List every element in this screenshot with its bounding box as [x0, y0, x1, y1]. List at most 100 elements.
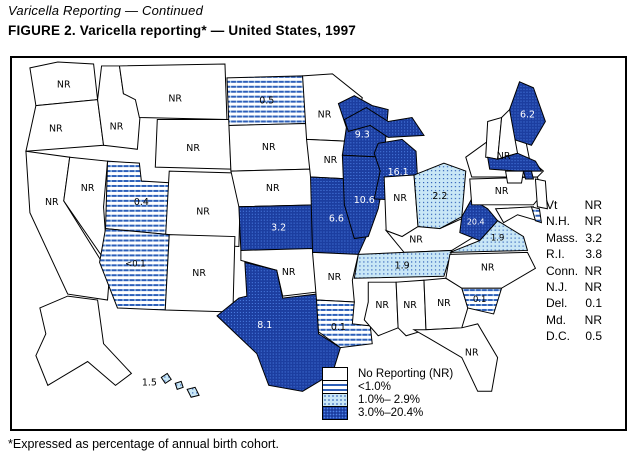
legend-item-high: 3.0%–20.4% — [322, 406, 453, 420]
state-label-MT: NR — [168, 94, 182, 105]
legend-label: 1.0%– 2.9% — [358, 394, 421, 406]
state-label-NV: NR — [81, 183, 95, 194]
state-label-KS: 3.2 — [271, 223, 286, 234]
inset-state-name: R.I. — [546, 247, 565, 262]
state-label-IL: 10.6 — [354, 195, 375, 206]
state-FL — [412, 323, 499, 392]
state-label-SD: NR — [262, 142, 276, 153]
state-label-SC: 0.1 — [473, 294, 486, 304]
state-AK — [35, 295, 133, 387]
legend-swatch-mid — [322, 393, 348, 407]
state-label-TN: 1.9 — [395, 260, 410, 271]
state-label-TX: 8.1 — [257, 320, 272, 331]
inset-row: Mass. 3.2 — [546, 230, 602, 246]
state-OR — [25, 99, 105, 152]
state-RI — [522, 170, 535, 180]
state-AZ — [99, 228, 170, 311]
state-IN — [383, 174, 419, 238]
inset-row: Vt NR — [546, 197, 602, 213]
inset-state-value: NR — [584, 280, 602, 295]
state-label-MN: NR — [318, 110, 332, 121]
inset-state-value: NR — [584, 198, 602, 212]
state-label-VA: 1.9 — [491, 233, 504, 243]
state-label-PA: NR — [495, 186, 509, 197]
inset-row: D.C. 0.5 — [546, 328, 602, 344]
inset-state-value: 3.2 — [585, 230, 602, 245]
inset-state-value: NR — [584, 312, 602, 327]
state-label-WV: 20.4 — [467, 218, 485, 227]
state-label-NY: NR — [497, 151, 511, 162]
state-label-FL: NR — [465, 348, 479, 359]
inset-state-name: Md. — [546, 312, 567, 327]
state-NC — [445, 251, 537, 289]
state-label-WI: 9.3 — [355, 129, 370, 140]
state-label-GA: NR — [437, 298, 451, 309]
inset-state-name: Mass. — [546, 230, 579, 245]
inset-row: Del. 0.1 — [546, 295, 602, 311]
state-label-WA: NR — [57, 80, 71, 91]
state-DE — [530, 206, 543, 224]
legend-item-lt1: <1.0% — [322, 380, 453, 394]
legend-item-nr: No Reporting (NR) — [322, 367, 453, 381]
inset-state-name: Del. — [546, 296, 568, 311]
state-label-AZ: <0.1 — [125, 258, 146, 268]
state-MD — [494, 206, 539, 224]
inset-state-value: 3.8 — [585, 247, 602, 262]
inset-state-value: 0.5 — [585, 329, 602, 344]
state-MA — [487, 152, 543, 172]
state-NJ — [534, 178, 548, 210]
state-CO — [164, 170, 242, 247]
legend: No Reporting (NR) <1.0% 1.0%– 2.9% 3.0%–20.… — [322, 367, 453, 420]
state-label-MI: 16.1 — [388, 167, 409, 178]
inset-row: Md. NR — [546, 312, 602, 328]
state-label-CA: NR — [45, 197, 59, 208]
inset-row: N.H. NR — [546, 213, 602, 229]
state-label-ND: 0.5 — [259, 96, 274, 107]
state-label-ME: 6.2 — [520, 110, 535, 121]
legend-swatch-nr — [322, 367, 348, 381]
state-label-OK: NR — [282, 267, 296, 278]
state-label-OR: NR — [49, 123, 63, 134]
state-AR — [311, 251, 359, 303]
inset-state-name: N.H. — [546, 214, 570, 229]
state-label-CO: NR — [196, 207, 210, 218]
state-label-LA: 0.1 — [331, 322, 346, 333]
state-label-AL: NR — [403, 300, 417, 311]
inset-state-value: NR — [584, 263, 602, 278]
state-LA — [315, 299, 373, 349]
state-label-ID: NR — [110, 121, 124, 132]
state-label-NM: NR — [192, 268, 206, 279]
continued-heading: Varicella Reporting — Continued — [8, 3, 204, 18]
state-label-UT: 0.4 — [134, 197, 149, 208]
state-label-OH: 2.2 — [432, 191, 447, 202]
state-label-KY: NR — [409, 235, 423, 246]
state-AL — [395, 279, 427, 337]
state-MI — [343, 107, 425, 138]
state-WA — [29, 61, 99, 107]
state-CT — [504, 170, 525, 184]
state-HI — [186, 386, 200, 398]
legend-label: 3.0%–20.4% — [358, 407, 424, 419]
state-VA — [449, 220, 529, 253]
state-label-MS: NR — [375, 300, 389, 311]
legend-item-mid: 1.0%– 2.9% — [322, 393, 453, 407]
inset-state-name: Vt — [546, 198, 558, 212]
state-label-HI: 1.5 — [142, 377, 157, 388]
map-frame: NR NR NR NR NR NR NR 0.4 NR <0.1 NR 0.5 NR NR 3.2 NR 8.1… — [10, 56, 627, 431]
state-HI — [160, 372, 172, 385]
inset-state-name: N.J. — [546, 280, 568, 295]
inset-state-value: NR — [584, 214, 602, 229]
state-TX — [216, 261, 341, 392]
inset-state-name: Conn. — [546, 263, 579, 278]
legend-label: No Reporting (NR) — [358, 368, 454, 380]
legend-label: <1.0% — [358, 381, 391, 393]
inset-row: N.J. NR — [546, 279, 602, 295]
state-label-IA: NR — [324, 155, 338, 166]
legend-swatch-lt1 — [322, 380, 348, 394]
inset-row: Conn. NR — [546, 263, 602, 279]
inset-state-value: 0.1 — [585, 296, 602, 311]
us-choropleth-map: NR NR NR NR NR NR NR 0.4 NR <0.1 NR 0.5 NR NR 3.2 NR 8.1… — [25, 61, 548, 398]
state-HI — [174, 380, 184, 390]
state-label-MO: 6.6 — [329, 214, 344, 225]
state-label-WY: NR — [186, 143, 200, 154]
